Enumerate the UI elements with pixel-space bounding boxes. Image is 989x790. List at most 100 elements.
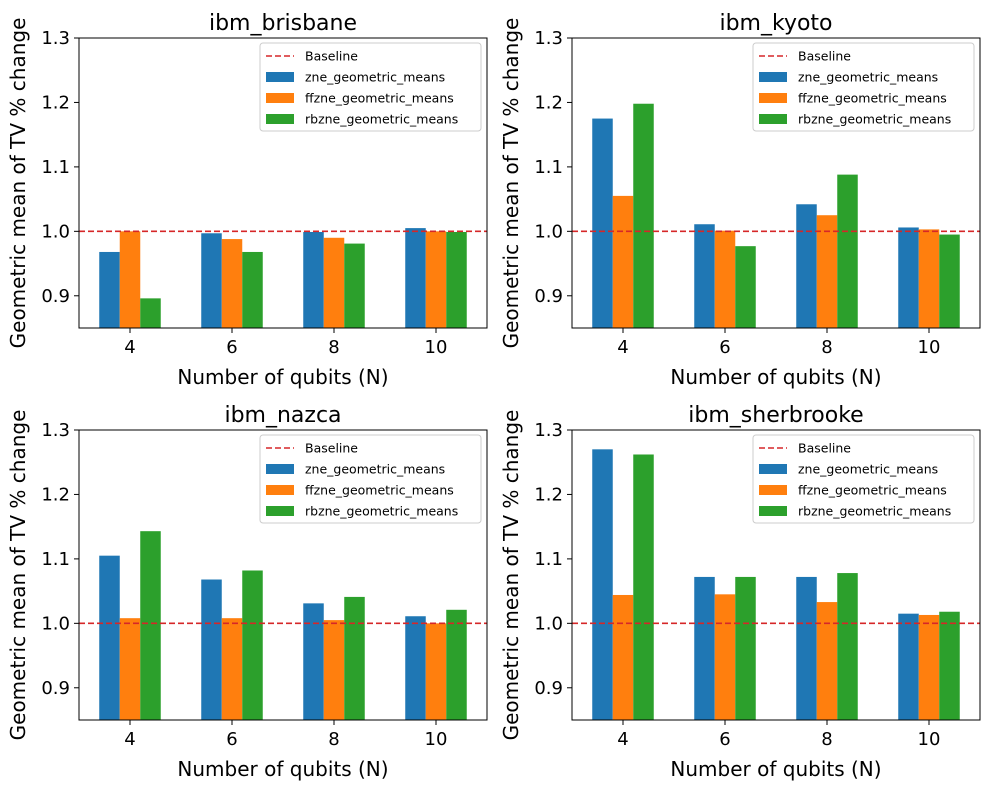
y-tick-label: 1.0 (534, 221, 563, 242)
y-tick-label: 1.1 (534, 549, 563, 570)
bar-ffzne_geometric_means-4 (119, 618, 141, 720)
y-axis-label: Geometric mean of TV % change (499, 18, 523, 349)
bar-rbzne_geometric_means-10 (939, 234, 960, 328)
legend-label: Baseline (305, 49, 358, 64)
legend-label: zne_geometric_means (798, 462, 938, 477)
y-tick-label: 1.3 (534, 28, 563, 49)
y-tick-label: 0.9 (41, 678, 70, 699)
x-tick-label: 10 (918, 337, 941, 358)
x-axis-label: Number of qubits (N) (670, 365, 881, 389)
chart-title: ibm_kyoto (719, 11, 832, 36)
legend-swatch (759, 93, 787, 103)
x-tick-label: 8 (328, 337, 339, 358)
legend: Baseline zne_geometric_means ffzne_geometr… (259, 434, 482, 524)
bar-ffzne_geometric_means-6 (714, 230, 736, 328)
legend-swatch (266, 506, 294, 516)
bar-ffzne_geometric_means-6 (221, 618, 243, 720)
y-tick-label: 1.2 (41, 92, 70, 113)
chart-title: ibm_brisbane (209, 11, 357, 36)
bar-zne_geometric_means-8 (796, 576, 817, 720)
legend-box (259, 434, 482, 524)
y-tick-label: 1.0 (534, 613, 563, 634)
bar-ffzne_geometric_means-8 (816, 602, 838, 720)
bar-zne_geometric_means-8 (303, 603, 324, 720)
legend-label: zne_geometric_means (305, 70, 445, 85)
legend: Baseline zne_geometric_means ffzne_geometr… (259, 42, 482, 132)
y-tick-label: 1.1 (41, 157, 70, 178)
legend-box (259, 42, 482, 132)
legend: Baseline zne_geometric_means ffzne_geometr… (752, 434, 975, 524)
axes-frame (78, 429, 488, 721)
bar-zne_geometric_means-10 (898, 613, 919, 720)
bar-rbzne_geometric_means-4 (140, 531, 161, 720)
legend-swatch (759, 485, 787, 495)
bar-rbzne_geometric_means-10 (939, 611, 960, 720)
bar-ffzne_geometric_means-10 (918, 229, 940, 328)
bar-ffzne_geometric_means-10 (425, 623, 447, 720)
bar-rbzne_geometric_means-8 (837, 573, 858, 720)
legend-label: rbzne_geometric_means (305, 504, 458, 519)
x-axis-label: Number of qubits (N) (177, 365, 388, 389)
x-tick-label: 8 (821, 729, 832, 750)
x-tick-label: 4 (124, 337, 135, 358)
bar-zne_geometric_means-10 (405, 228, 426, 328)
bar-rbzne_geometric_means-8 (344, 243, 365, 328)
x-tick-label: 10 (425, 337, 448, 358)
bar-ffzne_geometric_means-4 (119, 231, 141, 328)
y-tick-label: 0.9 (534, 286, 563, 307)
legend-label: zne_geometric_means (798, 70, 938, 85)
bar-rbzne_geometric_means-6 (735, 576, 756, 720)
x-tick-label: 10 (425, 729, 448, 750)
bar-rbzne_geometric_means-10 (446, 231, 467, 328)
bar-rbzne_geometric_means-10 (446, 609, 467, 720)
chart-panel-0: 0.9 1.0 1.1 1.2 1.3 4 6 8 10 ibm_brisbane Number o… (6, 11, 488, 389)
x-tick-label: 6 (226, 337, 237, 358)
legend-label: rbzne_geometric_means (305, 112, 458, 127)
legend-label: Baseline (798, 49, 851, 64)
y-tick-label: 1.2 (41, 484, 70, 505)
axes-frame (78, 37, 488, 329)
bar-zne_geometric_means-6 (201, 579, 222, 720)
legend: Baseline zne_geometric_means ffzne_geometr… (752, 42, 975, 132)
legend-label: ffzne_geometric_means (798, 91, 947, 106)
bar-ffzne_geometric_means-10 (425, 231, 447, 328)
y-tick-label: 1.1 (534, 157, 563, 178)
bar-zne_geometric_means-6 (694, 224, 715, 328)
bar-ffzne_geometric_means-4 (612, 594, 634, 720)
bar-ffzne_geometric_means-8 (323, 620, 345, 720)
y-axis-label: Geometric mean of TV % change (6, 410, 30, 741)
y-tick-label: 1.0 (41, 221, 70, 242)
x-tick-label: 4 (617, 729, 628, 750)
legend-swatch (266, 72, 294, 82)
bar-zne_geometric_means-10 (405, 616, 426, 720)
bar-ffzne_geometric_means-8 (816, 215, 838, 328)
bar-zne_geometric_means-4 (592, 449, 613, 720)
legend-label: Baseline (798, 441, 851, 456)
legend-swatch (759, 72, 787, 82)
bar-zne_geometric_means-10 (898, 227, 919, 328)
chart-panel-1: 0.9 1.0 1.1 1.2 1.3 4 6 8 10 ibm_kyoto Number of q… (499, 11, 981, 389)
y-tick-label: 1.1 (41, 549, 70, 570)
bar-zne_geometric_means-6 (694, 576, 715, 720)
x-tick-label: 8 (328, 729, 339, 750)
chart-panel-2: 0.9 1.0 1.1 1.2 1.3 4 6 8 10 ibm_nazca Number of q… (6, 403, 488, 781)
legend-swatch (266, 114, 294, 124)
legend-label: rbzne_geometric_means (798, 112, 951, 127)
x-tick-label: 6 (719, 729, 730, 750)
y-axis-label: Geometric mean of TV % change (499, 410, 523, 741)
y-tick-label: 1.3 (41, 28, 70, 49)
legend-label: rbzne_geometric_means (798, 504, 951, 519)
bar-rbzne_geometric_means-4 (633, 454, 654, 720)
legend-swatch (266, 464, 294, 474)
legend-swatch (759, 464, 787, 474)
legend-label: ffzne_geometric_means (305, 483, 454, 498)
bar-ffzne_geometric_means-4 (612, 195, 634, 328)
bar-zne_geometric_means-4 (99, 555, 120, 720)
y-axis-label: Geometric mean of TV % change (6, 18, 30, 349)
x-tick-label: 4 (124, 729, 135, 750)
bar-rbzne_geometric_means-6 (242, 570, 263, 720)
bar-rbzne_geometric_means-4 (140, 298, 161, 328)
x-axis-label: Number of qubits (N) (670, 757, 881, 781)
legend-swatch (266, 93, 294, 103)
